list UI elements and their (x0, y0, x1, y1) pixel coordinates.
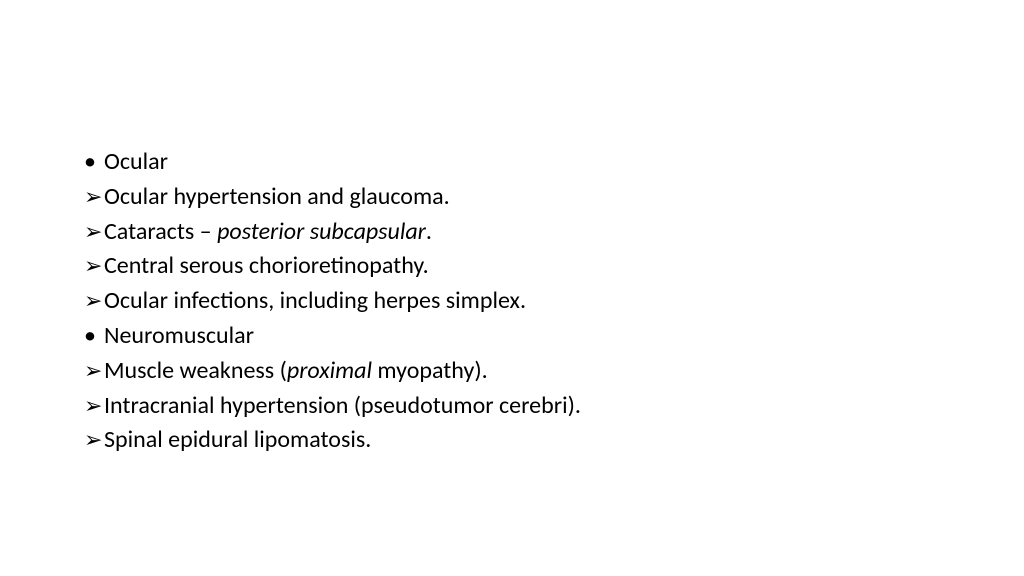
list-item: ➢ Ocular infections, including herpes si… (84, 284, 1024, 319)
arrow-icon: ➢ (84, 389, 104, 423)
text-segment-italic: proximal (287, 356, 372, 385)
text-segment: Muscle weakness ( (104, 356, 287, 385)
line-text: Ocular (104, 145, 168, 180)
arrow-icon: ➢ (84, 284, 104, 318)
line-text: Neuromuscular (104, 319, 254, 354)
arrow-icon: ➢ (84, 180, 104, 214)
line-text: Intracranial hypertension (pseudotumor c… (104, 389, 581, 424)
list-item: • Neuromuscular (84, 319, 1024, 354)
line-text: Central serous chorioretinopathy. (104, 249, 429, 284)
text-segment: Cataracts – (104, 217, 217, 246)
arrow-icon: ➢ (84, 215, 104, 249)
list-item: ➢ Intracranial hypertension (pseudotumor… (84, 389, 1024, 424)
bullet-dot-icon: • (84, 319, 104, 354)
line-text: Cataracts – posterior subcapsular. (104, 215, 432, 250)
arrow-icon: ➢ (84, 354, 104, 388)
list-item: ➢ Muscle weakness (proximal myopathy). (84, 354, 1024, 389)
list-item: ➢ Spinal epidural lipomatosis. (84, 423, 1024, 458)
line-text: Ocular hypertension and glaucoma. (104, 180, 450, 215)
slide-content: • Ocular ➢ Ocular hypertension and glauc… (0, 0, 1024, 458)
text-segment: . (426, 217, 432, 246)
list-item: • Ocular (84, 145, 1024, 180)
list-item: ➢ Central serous chorioretinopathy. (84, 249, 1024, 284)
arrow-icon: ➢ (84, 249, 104, 283)
text-segment: myopathy). (372, 356, 488, 385)
line-text: Ocular infections, including herpes simp… (104, 284, 526, 319)
list-item: ➢ Cataracts – posterior subcapsular. (84, 215, 1024, 250)
line-text: Spinal epidural lipomatosis. (104, 423, 371, 458)
line-text: Muscle weakness (proximal myopathy). (104, 354, 488, 389)
list-item: ➢ Ocular hypertension and glaucoma. (84, 180, 1024, 215)
arrow-icon: ➢ (84, 423, 104, 457)
text-segment-italic: posterior subcapsular (217, 217, 426, 246)
bullet-dot-icon: • (84, 145, 104, 180)
